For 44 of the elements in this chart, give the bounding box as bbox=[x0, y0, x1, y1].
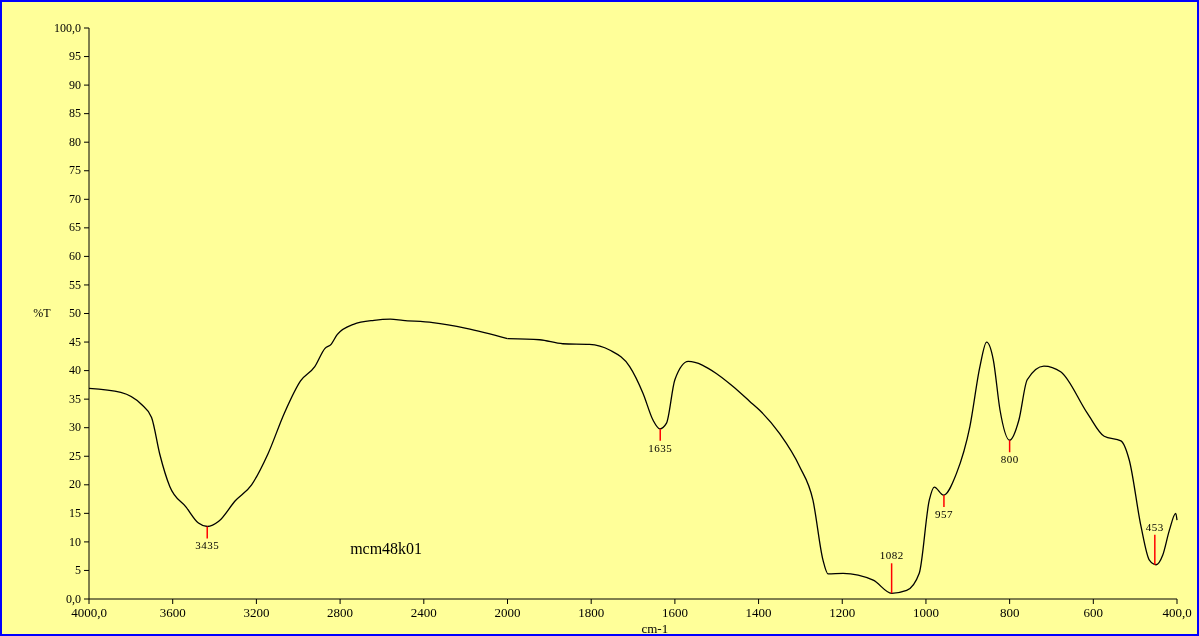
x-tick-label: 1600 bbox=[661, 605, 688, 620]
y-tick-label: 50 bbox=[69, 306, 81, 321]
y-tick-label: 10 bbox=[69, 534, 81, 549]
y-axis-title: %T bbox=[33, 306, 52, 321]
x-tick-label: 1800 bbox=[578, 605, 605, 620]
y-tick-label: 60 bbox=[69, 249, 81, 263]
x-tick-label: 1200 bbox=[829, 605, 856, 620]
x-tick-label: 800 bbox=[999, 605, 1020, 620]
annotation: 3435 bbox=[195, 539, 220, 552]
y-tick-label: 90 bbox=[69, 77, 81, 92]
y-tick-label: 30 bbox=[69, 420, 81, 435]
annotation: 800 bbox=[1000, 453, 1019, 466]
y-tick-label: 80 bbox=[69, 134, 81, 149]
x-tick-label: 1000 bbox=[912, 605, 939, 620]
y-tick-label: 75 bbox=[69, 163, 81, 178]
y-tick-label: 55 bbox=[69, 277, 81, 292]
annotation: 1082 bbox=[879, 549, 904, 562]
x-axis-title: cm-1 bbox=[641, 621, 669, 636]
annotation: 453 bbox=[1145, 520, 1164, 533]
x-tick-label: 2000 bbox=[494, 605, 521, 620]
y-tick-label: 100,0 bbox=[54, 20, 81, 35]
x-tick-label: 1400 bbox=[745, 605, 772, 620]
x-tick-label: 3600 bbox=[159, 605, 186, 620]
y-tick-label: 0,0 bbox=[66, 591, 81, 606]
y-tick-label: 85 bbox=[69, 106, 81, 121]
x-tick-label: 2400 bbox=[410, 605, 437, 620]
y-tick-label: 5 bbox=[75, 563, 81, 578]
y-tick-label: 40 bbox=[69, 363, 81, 378]
y-tick-label: 25 bbox=[69, 448, 81, 463]
x-tick-label: 600 bbox=[1083, 605, 1104, 620]
y-tick-label: 65 bbox=[69, 220, 81, 235]
annotation: 1635 bbox=[648, 441, 673, 454]
x-tick-label: 400,0 bbox=[1162, 605, 1192, 620]
y-tick-label: 20 bbox=[69, 477, 81, 492]
annotation: 957 bbox=[934, 508, 953, 521]
x-tick-label: 2800 bbox=[327, 605, 354, 620]
x-tick-label: 4000,0 bbox=[71, 605, 107, 620]
y-tick-label: 70 bbox=[69, 191, 81, 206]
y-tick-label: 15 bbox=[69, 505, 81, 520]
annotation: mcm48k01 bbox=[350, 540, 423, 557]
y-tick-label: 45 bbox=[69, 334, 81, 349]
x-tick-label: 3200 bbox=[243, 605, 270, 620]
y-tick-label: 35 bbox=[69, 391, 81, 406]
y-tick-label: 95 bbox=[69, 49, 81, 64]
